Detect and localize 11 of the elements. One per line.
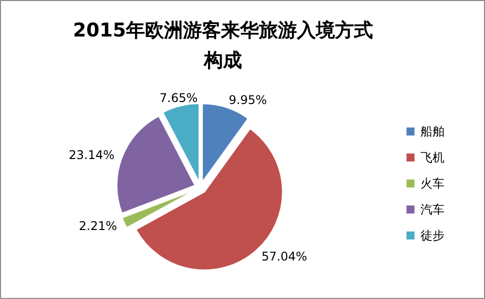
data-label: 9.95% xyxy=(228,92,267,107)
legend-label: 汽车 xyxy=(420,202,444,216)
legend-label: 火车 xyxy=(420,176,444,190)
data-label: 23.14% xyxy=(68,148,115,162)
legend-label: 飞机 xyxy=(420,150,444,164)
chart-title: 2015年欧洲游客来华旅游入境方式构成 xyxy=(73,20,373,72)
data-label: 7.65% xyxy=(160,91,198,106)
data-label: 57.04% xyxy=(261,249,308,264)
legend-label: 船舶 xyxy=(420,124,444,138)
legend-label: 徒步 xyxy=(420,228,444,242)
data-label: 2.21% xyxy=(78,219,118,234)
